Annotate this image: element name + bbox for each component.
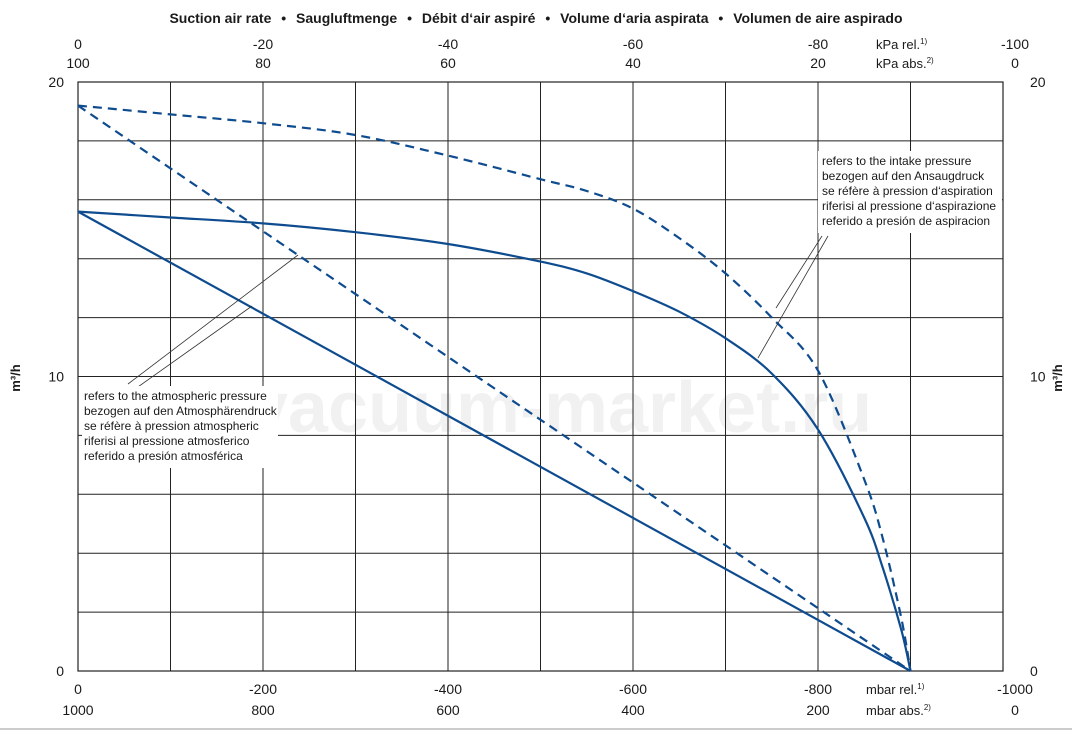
intake-note: refers to the intake pressure bezogen au… [822, 154, 999, 228]
series-line-3-dashed [77, 104, 912, 672]
top-rel-tick-label: -60 [623, 36, 643, 52]
atmospheric-note-bg [82, 386, 278, 468]
top-rel-unit: kPa rel.1) [876, 37, 928, 52]
bottom-rel-tick-label: 0 [74, 681, 82, 697]
bottom-abs-tick-label: 600 [436, 702, 460, 718]
title-part-es: Volumen de aire aspirado [733, 10, 902, 26]
leader-atmospheric-solid [127, 305, 253, 395]
top-abs-tick-label: 20 [810, 55, 826, 71]
title-separator-2: • [407, 10, 412, 26]
title-separator-1: • [281, 10, 286, 26]
atmospheric-note-line: referido a presión atmosférica [84, 449, 243, 463]
title-part-de: Saugluftmenge [296, 10, 397, 26]
series-line-1-solid [77, 210, 912, 672]
leader-intake-dashed [775, 235, 823, 309]
right-y-axis-title: m³/h [1050, 364, 1065, 392]
bottom-rel-tick-label: -1000 [997, 681, 1033, 697]
top-abs-tick-label: 100 [66, 55, 90, 71]
bottom-rel-tick-label: -400 [434, 681, 462, 697]
title-separator-4: • [718, 10, 723, 26]
right-y-tick-label: 20 [1030, 74, 1046, 90]
bottom-rel-unit: mbar rel.1) [866, 682, 925, 697]
left-y-tick-label: 0 [56, 663, 64, 679]
bottom-rel-tick-label: -200 [249, 681, 277, 697]
left-y-axis-title: m³/h [8, 364, 23, 392]
atmospheric-note-line: bezogen auf den Atmosphärendruck [84, 404, 278, 418]
atmospheric-note: refers to the atmospheric pressure bezog… [84, 389, 280, 463]
series-line-4-dashed [77, 104, 912, 672]
plot-frame [77, 81, 1004, 672]
atmospheric-note-line: se réfère à pression atmospheric [84, 419, 259, 433]
top-abs-unit-sup: 2) [927, 56, 934, 65]
intake-note-line: bezogen auf den Ansaugdruck [822, 169, 985, 183]
leader-atmospheric-dashed [127, 254, 299, 385]
bottom-abs-tick-label: 800 [251, 702, 275, 718]
top-abs-unit: kPa abs.2) [876, 56, 934, 71]
bottom-axis-mbar-abs: 1000 800 600 400 200 0 [62, 702, 1019, 718]
right-y-axis-labels: 0 10 20 [1030, 74, 1046, 679]
series-group [77, 104, 912, 672]
atmospheric-note-line: refers to the atmospheric pressure [84, 389, 267, 403]
atmospheric-note-line: riferisi al pressione atmosferico [84, 434, 250, 448]
intake-note-line: riferisi al pressione d‘aspirazione [822, 199, 996, 213]
top-rel-tick-label: -40 [438, 36, 458, 52]
bottom-abs-unit-sup: 2) [924, 703, 931, 712]
series-line-2-solid [77, 210, 912, 672]
right-y-tick-label: 0 [1030, 663, 1038, 679]
bottom-axis-mbar-rel: 0 -200 -400 -600 -800 -1000 [74, 681, 1033, 697]
left-y-tick-label: 20 [48, 74, 64, 90]
bottom-rel-tick-label: -800 [804, 681, 832, 697]
top-rel-unit-sup: 1) [920, 37, 927, 46]
bottom-abs-tick-label: 0 [1011, 702, 1019, 718]
intake-note-line: refers to the intake pressure [822, 154, 972, 168]
intake-note-line: se réfère à pression d‘aspiration [822, 184, 993, 198]
bottom-abs-tick-label: 200 [806, 702, 830, 718]
intake-note-line: referido a presión de aspiracion [822, 214, 990, 228]
top-abs-tick-label: 80 [255, 55, 271, 71]
title-separator-3: • [545, 10, 550, 26]
bottom-rel-tick-label: -600 [619, 681, 647, 697]
title-part-fr: Débit d‘air aspiré [422, 10, 536, 26]
top-rel-tick-label: -100 [1001, 36, 1029, 52]
chart-title: Suction air rate • Saugluftmenge • Débit… [169, 10, 902, 26]
top-rel-tick-label: -80 [808, 36, 828, 52]
top-abs-tick-label: 40 [625, 55, 641, 71]
intake-note-bg [818, 151, 1002, 233]
leader-lines [127, 235, 829, 395]
top-abs-tick-label: 0 [1011, 55, 1019, 71]
bottom-rel-unit-sup: 1) [917, 682, 924, 691]
watermark: vacuum-market.ru [248, 368, 872, 448]
top-rel-tick-label: -20 [253, 36, 273, 52]
right-y-tick-label: 10 [1030, 369, 1046, 385]
top-abs-tick-label: 60 [440, 55, 456, 71]
top-rel-tick-label: 0 [74, 36, 82, 52]
bottom-abs-tick-label: 400 [621, 702, 645, 718]
bottom-abs-tick-label: 1000 [62, 702, 93, 718]
left-y-axis-labels: 0 10 20 [48, 74, 64, 679]
left-y-tick-label: 10 [48, 369, 64, 385]
leader-intake-solid [757, 235, 829, 359]
title-part-en: Suction air rate [169, 10, 271, 26]
top-axis-kpa-rel: 0 -20 -40 -60 -80 -100 [74, 36, 1029, 52]
top-axis-kpa-abs: 100 80 60 40 20 0 [66, 55, 1019, 71]
title-part-it: Volume d‘aria aspirata [560, 10, 709, 26]
bottom-abs-unit: mbar abs.2) [866, 703, 931, 718]
